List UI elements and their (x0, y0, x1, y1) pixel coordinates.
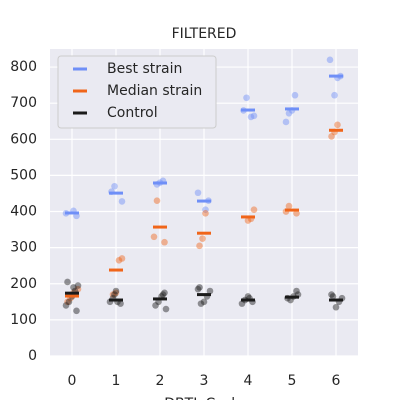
legend: Best strain Median strain Control (57, 55, 217, 129)
marks (62, 56, 346, 315)
y-tick-label: 600 (10, 131, 37, 147)
point (152, 302, 159, 309)
point (334, 121, 341, 129)
point (244, 217, 252, 224)
point (161, 238, 168, 246)
x-tick-label: 0 (68, 373, 77, 389)
point (112, 289, 120, 297)
point (74, 282, 82, 289)
point (244, 293, 252, 300)
point (196, 284, 203, 291)
point (332, 303, 340, 311)
y-tick-label: 700 (10, 95, 37, 111)
point (112, 287, 120, 295)
point (250, 206, 258, 214)
legend-label: Best strain (107, 61, 182, 77)
y-tick-label: 200 (10, 276, 37, 292)
point (118, 255, 126, 262)
point (329, 293, 337, 300)
x-tick-label: 1 (112, 373, 121, 389)
point (293, 287, 300, 295)
point (109, 291, 117, 298)
y-tick-label: 500 (10, 167, 37, 183)
x-tick-label: 4 (244, 373, 253, 389)
point (111, 291, 118, 298)
point (285, 202, 293, 210)
point (118, 198, 126, 205)
legend-box (57, 55, 217, 129)
x-tick-label: 5 (288, 373, 297, 389)
point (64, 278, 71, 286)
point (74, 285, 82, 293)
point (206, 287, 214, 295)
point (200, 298, 208, 306)
point (153, 197, 161, 204)
legend-label: Control (107, 105, 158, 121)
x-tick-label: 2 (156, 373, 165, 389)
point (331, 91, 338, 99)
point (247, 113, 255, 121)
point (243, 94, 250, 102)
x-axis-label: DBTL Cycle (164, 396, 243, 400)
y-tick-label: 0 (28, 348, 37, 364)
point (65, 298, 73, 306)
point (199, 235, 206, 242)
chart-title: FILTERED (172, 26, 237, 42)
point (291, 91, 299, 99)
point (328, 291, 335, 298)
point (196, 242, 203, 250)
point (161, 289, 168, 297)
x-tick-label: 6 (332, 373, 341, 389)
point (202, 206, 209, 214)
point (150, 233, 158, 241)
point (194, 189, 202, 197)
point (70, 284, 77, 291)
point (117, 300, 124, 307)
point (194, 285, 202, 293)
point (282, 118, 290, 126)
point (250, 112, 258, 120)
legend-label: Median strain (107, 83, 202, 99)
point (202, 210, 209, 217)
point (111, 182, 118, 190)
point (73, 307, 80, 315)
point (293, 210, 300, 217)
point (162, 305, 170, 313)
point (238, 300, 246, 307)
point (64, 298, 71, 306)
x-tick-label: 3 (200, 373, 209, 389)
point (326, 56, 334, 64)
y-tick-label: 300 (10, 240, 37, 256)
y-tick-label: 400 (10, 204, 37, 220)
point (115, 256, 123, 264)
y-tick-label: 100 (10, 312, 37, 328)
point (62, 302, 70, 309)
point (159, 291, 167, 298)
point (285, 109, 293, 117)
y-tick-label: 800 (10, 59, 37, 75)
point (197, 300, 205, 307)
point (328, 133, 335, 140)
